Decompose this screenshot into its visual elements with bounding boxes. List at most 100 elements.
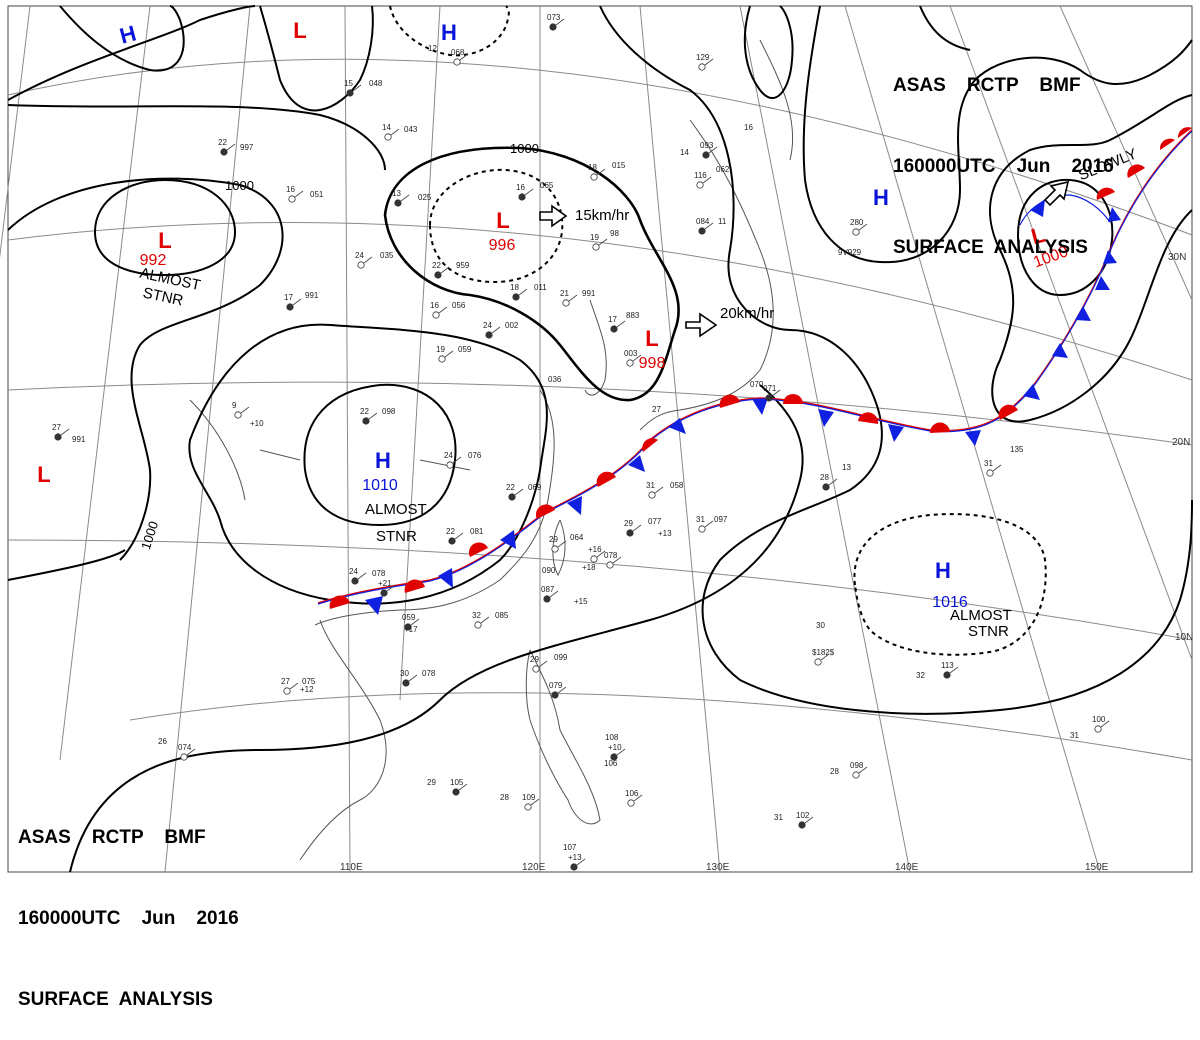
station-obs-value: 32 [916, 671, 925, 680]
header-time-line: 160000UTC Jun 2016 [18, 908, 239, 929]
station-obs-value: 98 [610, 229, 619, 238]
warm-front-semicircle [929, 422, 950, 433]
wind-barb-icon [576, 858, 586, 866]
meridian-line [59, 5, 151, 761]
station-obs-value: 087 [541, 585, 555, 594]
station-obs-value: 076 [468, 451, 482, 460]
station-obs-value: 098 [382, 407, 396, 416]
station-obs-value: 098 [850, 761, 864, 770]
move-arrow-icon [685, 312, 718, 338]
station-circle-icon [434, 271, 442, 279]
isobar [303, 383, 457, 527]
station-obs-value: 31 [646, 481, 655, 490]
station-obs-value: 28 [500, 793, 509, 802]
station-obs-value: 062 [716, 165, 730, 174]
wind-barb-icon [596, 168, 606, 176]
station-obs-value: 108 [605, 733, 619, 742]
station-circle-icon [438, 355, 446, 363]
station-obs-value: 18 [588, 163, 597, 172]
wind-barb-icon [820, 653, 830, 661]
wind-barb-icon [530, 798, 540, 806]
warm-front-semicircle [1159, 138, 1175, 150]
wind-barb-icon [557, 540, 567, 548]
cold-front-triangle [567, 496, 582, 515]
cold-front-triangle [1052, 343, 1068, 358]
station-circle-icon [524, 803, 532, 811]
low-pressure-value: 998 [639, 355, 666, 372]
warm-front-semicircle [1127, 164, 1145, 178]
station-obs-value: 16 [516, 183, 525, 192]
station-circle-icon [394, 199, 402, 207]
station-obs-value: 883 [626, 311, 640, 320]
isobar [802, 5, 1193, 264]
wind-barb-icon [549, 590, 559, 598]
station-obs-value: 991 [72, 435, 86, 444]
station-obs-value: 27 [52, 423, 61, 432]
station-obs-value: 16 [744, 123, 753, 132]
station-obs-value: +12 [300, 685, 314, 694]
movement-speed: 15km/hr [575, 207, 629, 224]
cold-front-triangle [438, 568, 453, 588]
header-title-line: SURFACE ANALYSIS [18, 989, 213, 1010]
warm-front-semicircle [468, 542, 488, 557]
isobar [69, 384, 804, 873]
station-obs-value: +13 [568, 853, 582, 862]
station-circle-icon [551, 545, 559, 553]
station-circle-icon [551, 691, 559, 699]
cold-front-triangle [1108, 207, 1121, 222]
isobar [743, 5, 794, 99]
station-obs-value: 9V929 [838, 248, 862, 257]
station-obs-value: 077 [648, 517, 662, 526]
station-obs-value: 27 [281, 677, 290, 686]
wind-barb-icon [524, 188, 534, 196]
station-circle-icon [234, 411, 242, 419]
move-arrow-icon [1043, 180, 1070, 207]
station-circle-icon [606, 561, 614, 569]
station-obs-value: 18 [510, 283, 519, 292]
wind-barb-icon [368, 412, 378, 420]
isobar [7, 5, 256, 101]
move-arrow-icon [539, 204, 568, 228]
station-circle-icon [286, 303, 294, 311]
wind-barb-icon [444, 350, 454, 358]
station-circle-icon [852, 228, 860, 236]
station-obs-value: 135 [1010, 445, 1024, 454]
cold-front-triangle [668, 418, 686, 434]
station-circle-icon [283, 687, 291, 695]
meridian-line [739, 5, 911, 873]
cold-front-triangle [1030, 199, 1045, 217]
station-obs-value: 28 [820, 473, 829, 482]
station-obs-value: 113 [941, 661, 954, 670]
parallel-line [7, 222, 1193, 381]
station-obs-value: 17 [608, 315, 617, 324]
isobar [7, 177, 284, 561]
isobar-dashed [428, 168, 564, 284]
wind-barb-icon [400, 194, 410, 202]
parallel-line [7, 58, 1193, 236]
wind-barb-icon [459, 53, 469, 61]
station-circle-icon [592, 243, 600, 251]
station-circle-icon [698, 525, 706, 533]
station-obs-value: 31 [984, 459, 993, 468]
wind-barb-icon [289, 682, 299, 690]
isobar [7, 549, 126, 581]
wind-barb-icon [514, 488, 524, 496]
station-circle-icon [220, 148, 228, 156]
low-pressure-marker: L [1028, 222, 1047, 250]
station-obs-value: 13 [842, 463, 851, 472]
parallel-line [129, 692, 1193, 761]
station-circle-icon [512, 293, 520, 301]
station-circle-icon [562, 299, 570, 307]
lon-label: 120E [522, 862, 546, 873]
wind-barb-icon [352, 84, 362, 92]
warm-front-semicircle [329, 595, 350, 609]
station-circle-icon [549, 23, 557, 31]
wind-barb-icon [598, 238, 608, 246]
station-obs-value: 11 [718, 217, 727, 226]
high-pressure-value: 1016 [932, 594, 968, 611]
wind-barb-icon [702, 176, 712, 184]
cold-front-branch [1019, 194, 1111, 226]
wind-barb-icon [804, 816, 814, 824]
station-circle-icon [402, 679, 410, 687]
wind-barb-icon [828, 478, 838, 486]
